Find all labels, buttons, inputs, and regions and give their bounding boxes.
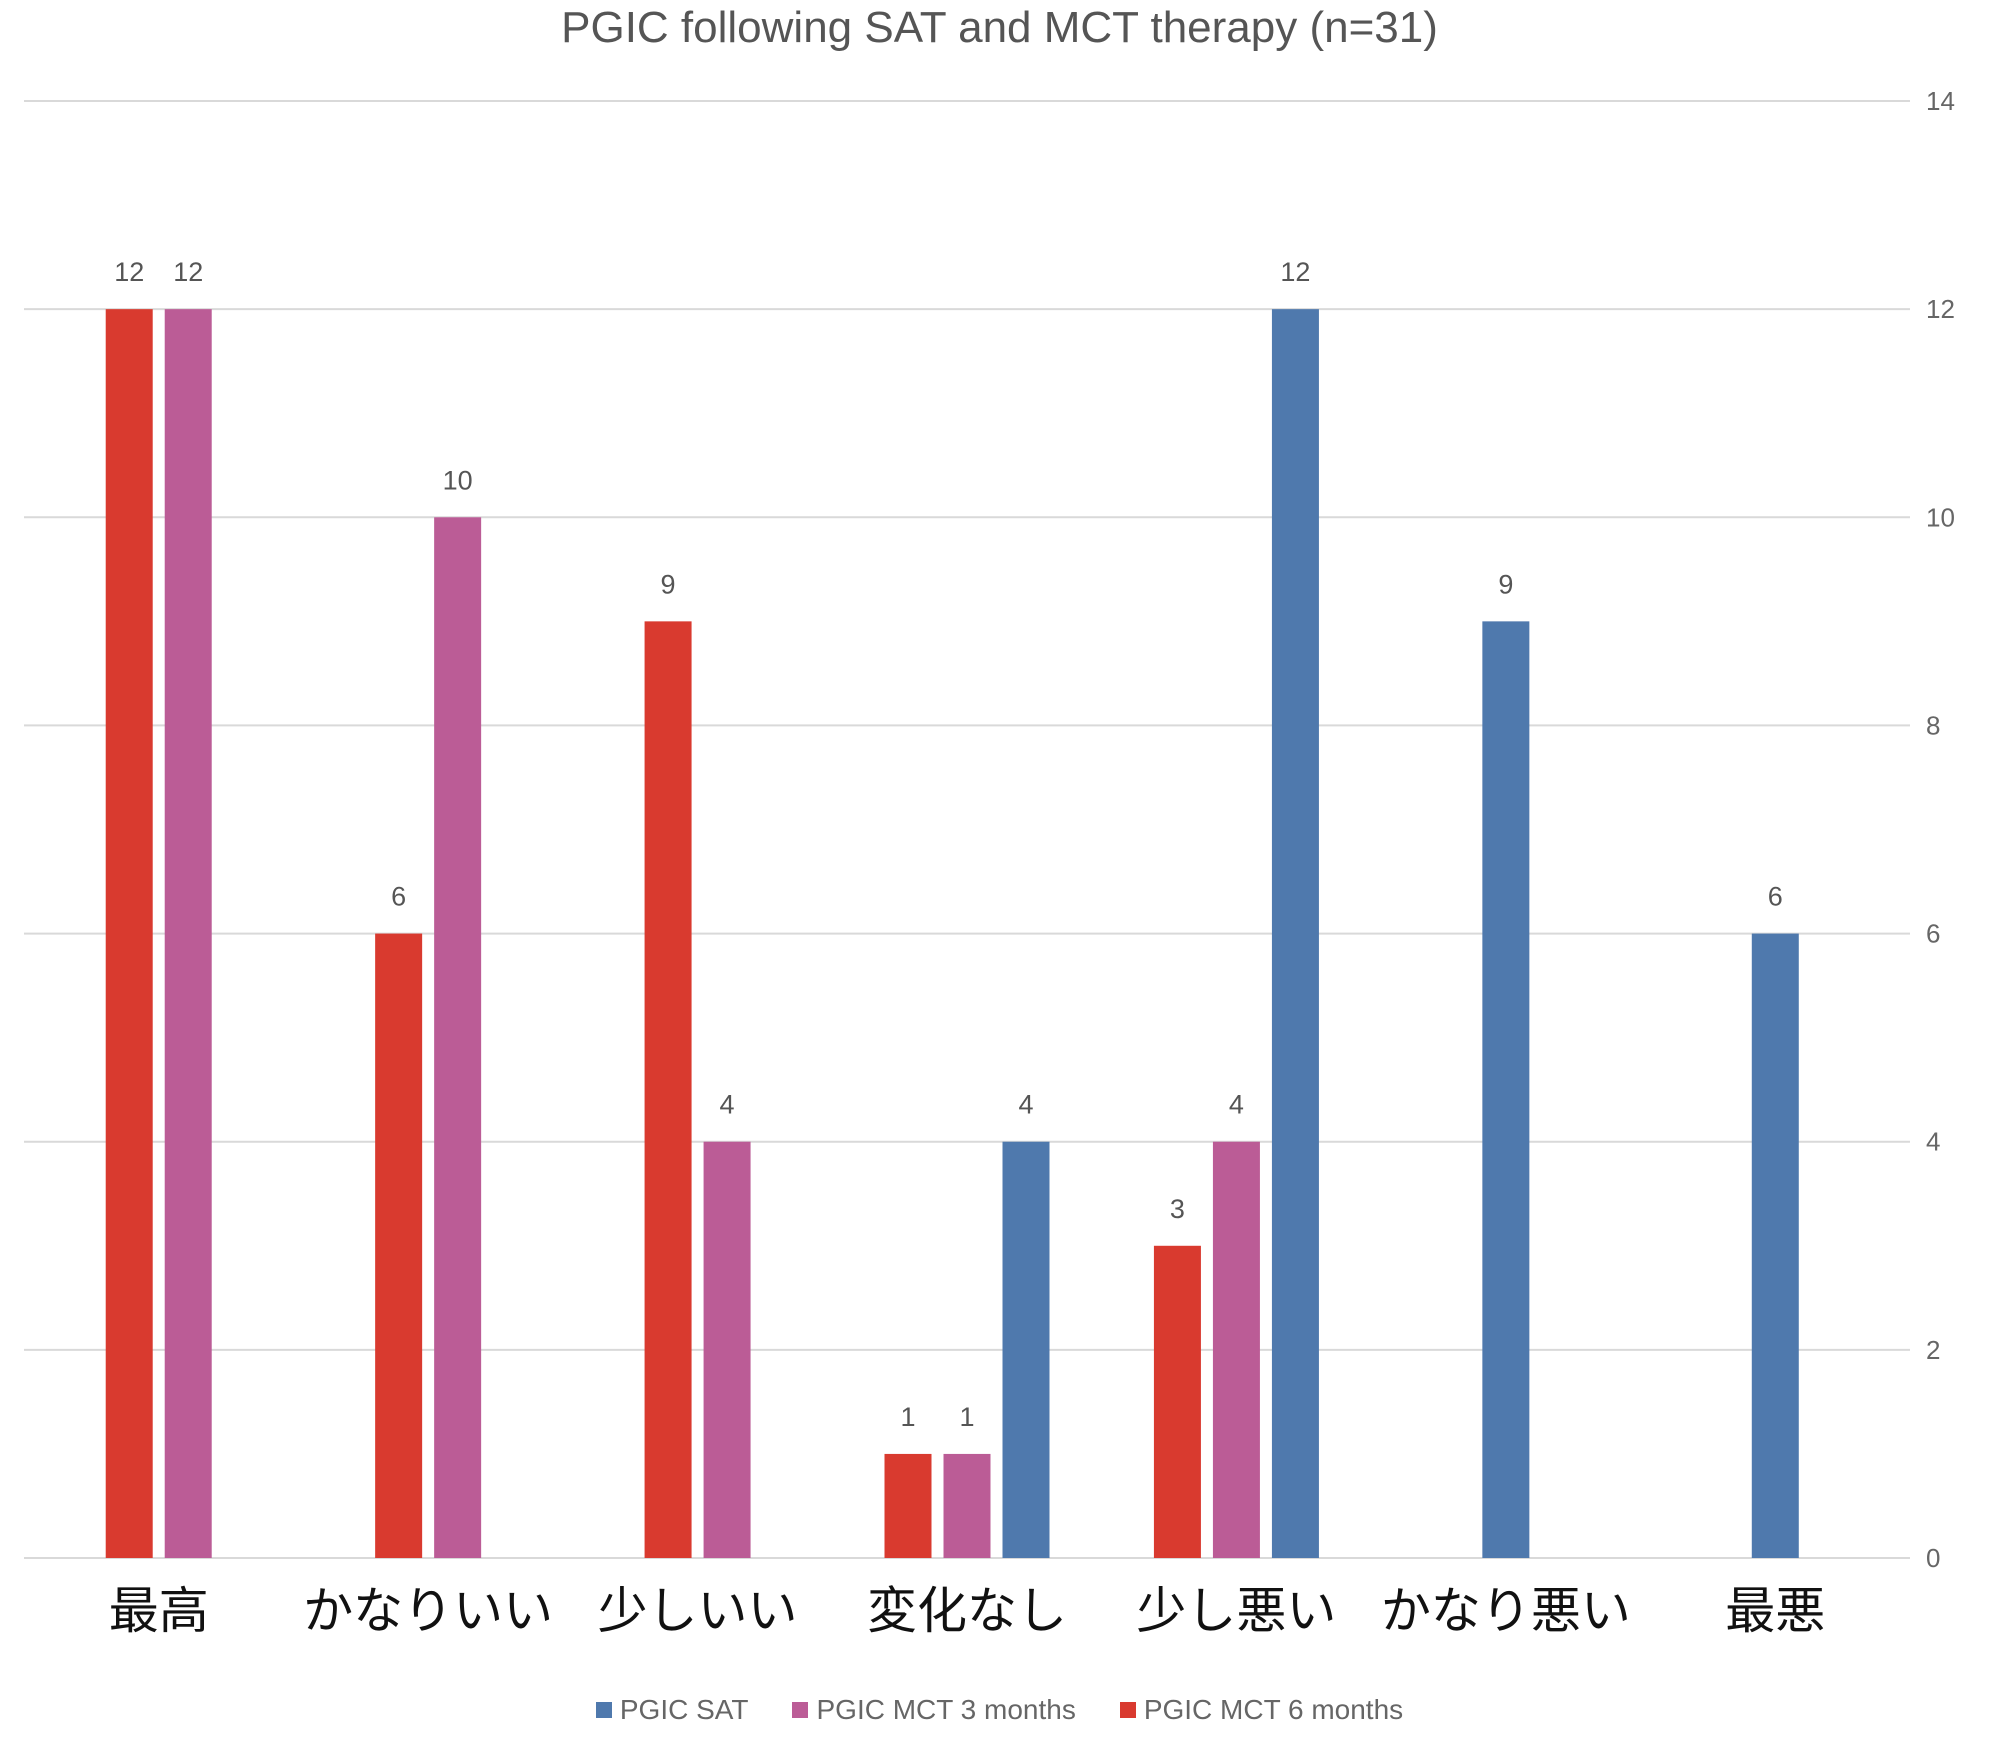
data-label: 1 [900,1402,915,1432]
bar [1482,621,1530,1558]
data-label: 4 [1229,1090,1244,1120]
y-tick-label: 8 [1926,710,1940,740]
data-label: 9 [661,569,676,599]
category-label: 少し悪い [1136,1582,1336,1640]
data-label: 6 [391,882,406,912]
data-label: 6 [1768,882,1783,912]
data-label: 1 [959,1402,974,1432]
bar [943,1453,991,1558]
bar [1153,1245,1201,1558]
data-label: 10 [443,465,473,495]
bar [375,933,423,1558]
category-label: 変化なし [867,1582,1067,1640]
data-label: 12 [114,257,144,287]
data-label: 4 [1018,1090,1033,1120]
y-tick-label: 12 [1926,294,1955,324]
category-label: 最高 [109,1582,209,1640]
data-label: 9 [1498,569,1513,599]
y-tick-label: 4 [1926,1127,1940,1157]
data-label: 12 [173,257,203,287]
category-label: 少しいい [598,1582,798,1640]
legend-item: PGIC MCT 3 months [792,1694,1076,1726]
bar [164,309,212,1559]
bar [884,1453,932,1558]
legend-label: PGIC MCT 6 months [1143,1694,1404,1725]
chart-legend: PGIC SAT PGIC MCT 3 months PGIC MCT 6 mont… [0,1690,1999,1730]
data-label: 4 [720,1090,735,1120]
y-tick-label: 0 [1926,1543,1940,1573]
legend-label: PGIC SAT [619,1694,749,1725]
category-label: かなり悪い [1381,1582,1631,1640]
legend-swatch [595,1702,612,1718]
data-label: 3 [1170,1194,1185,1224]
legend-swatch [792,1702,809,1718]
bar [703,1141,751,1558]
bar [1271,309,1319,1559]
legend-item: PGIC MCT 6 months [1119,1694,1404,1726]
legend-label: PGIC MCT 3 months [816,1694,1076,1725]
chart-title: PGIC following SAT and MCT therapy (n=31… [561,3,1438,52]
legend-item: PGIC SAT [595,1694,749,1726]
legend-swatch [1119,1702,1136,1718]
category-label: かなりいい [303,1582,553,1640]
bar [644,621,692,1558]
bar [1751,933,1799,1558]
bar [105,309,153,1559]
bar [1002,1141,1050,1558]
y-tick-label: 10 [1926,502,1955,532]
bar [434,517,482,1559]
y-tick-label: 6 [1926,919,1940,949]
y-tick-label: 2 [1926,1335,1940,1365]
bar [1212,1141,1260,1558]
data-label: 12 [1280,257,1310,287]
category-label: 最悪 [1725,1582,1825,1640]
y-tick-label: 14 [1926,86,1955,116]
